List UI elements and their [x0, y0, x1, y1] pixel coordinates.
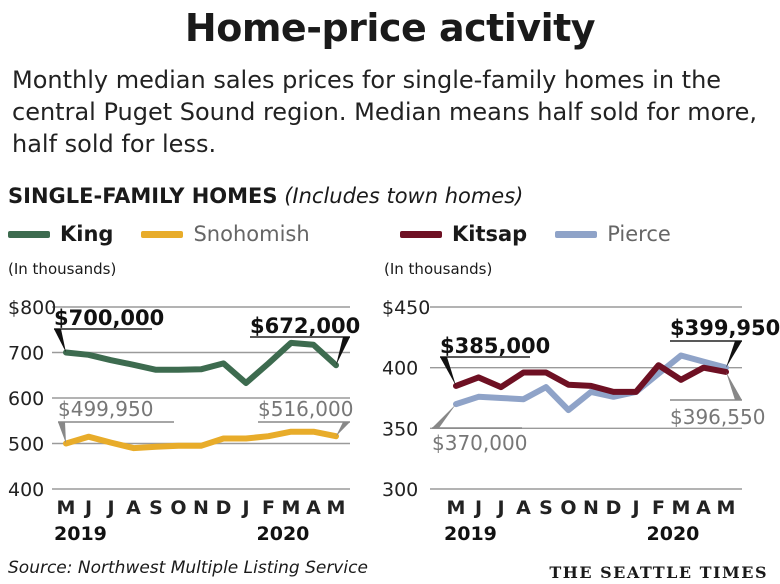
kitsap-chart-data-label: $399,950	[670, 316, 780, 340]
king-chart-data-label: $499,950	[58, 397, 153, 421]
legend-left: King Snohomish	[8, 220, 338, 248]
kitsap-chart-y-tick-label: 300	[382, 479, 418, 501]
king-chart-x-tick-label: F	[262, 497, 275, 519]
kitsap-chart-x-tick-label: N	[583, 497, 599, 519]
king-chart-year-label: 2019	[54, 523, 107, 545]
kitsap-chart-y-tick-label: 400	[382, 358, 418, 380]
king-chart-annotation-pointer	[58, 422, 66, 444]
kitsap-chart-x-tick-label: J	[630, 497, 639, 519]
unit-label-right: (In thousands)	[384, 260, 493, 278]
kitsap-chart-x-tick-label: A	[696, 497, 711, 519]
section-note: (Includes town homes)	[284, 184, 524, 208]
king-chart-x-tick-label: M	[327, 497, 346, 519]
king-chart-y-tick-label: 600	[8, 388, 44, 410]
kitsap-chart-x-tick-label: S	[539, 497, 553, 519]
page-title: Home-price activity	[184, 6, 596, 50]
king-chart-x-tick-label: J	[240, 497, 249, 519]
kitsap-chart-x-tick-label: O	[560, 497, 576, 519]
legend-item-kitsap: Kitsap	[400, 222, 527, 246]
section-label: SINGLE-FAMILY HOMES	[8, 184, 278, 208]
legend-label-kitsap: Kitsap	[452, 222, 528, 246]
kitsap-chart-x-tick-label: M	[447, 497, 466, 519]
legend-label-king: King	[60, 222, 114, 246]
brand-logo: THE SEATTLE TIMES	[549, 563, 768, 582]
king-chart-series-line-king	[63, 339, 339, 386]
kitsap-chart-annotation-pointer	[726, 341, 742, 368]
king-chart-x-tick-label: O	[170, 497, 186, 519]
king-chart-series-line-snohomish	[63, 428, 339, 452]
kitsap-chart-series-line-pierce	[453, 352, 729, 414]
king-chart-year-label: 2020	[257, 523, 310, 545]
king-chart-data-label: $516,000	[258, 397, 353, 421]
kitsap-chart-annotation-pointer	[726, 371, 742, 400]
king-chart-data-label: $672,000	[250, 314, 360, 338]
king-chart-x-tick-label: J	[105, 497, 114, 519]
legend-item-snohomish: Snohomish	[141, 222, 310, 246]
kitsap-chart-data-label: $385,000	[440, 334, 550, 358]
kitsap-chart-data-label: $370,000	[432, 431, 527, 455]
legend-swatch-kitsap	[400, 230, 442, 238]
king-chart-x-tick-label: D	[216, 497, 232, 519]
kitsap-chart-x-tick-label: A	[516, 497, 531, 519]
kitsap-chart-x-tick-label: M	[672, 497, 691, 519]
king-chart-data-label: $700,000	[54, 306, 164, 330]
unit-label-left: (In thousands)	[8, 260, 117, 278]
king-chart-y-tick-label: 700	[8, 343, 44, 365]
kitsap-chart-y-tick-label: $450	[382, 297, 430, 319]
king-chart-x-tick-label: A	[306, 497, 321, 519]
king-chart-x-tick-label: A	[126, 497, 141, 519]
king-chart-x-tick-label: M	[282, 497, 301, 519]
page-subtitle: Monthly median sales prices for single-f…	[12, 66, 758, 158]
king-chart-y-tick-label: 500	[8, 434, 44, 456]
king-chart-x-tick-label: M	[57, 497, 76, 519]
legend-label-snohomish: Snohomish	[193, 222, 310, 246]
kitsap-chart-annotation-pointer	[432, 404, 456, 428]
kitsap-chart-y-tick-label: 350	[382, 418, 418, 440]
kitsap-chart-x-tick-label: D	[606, 497, 622, 519]
king-chart-x-tick-label: N	[193, 497, 209, 519]
legend-item-pierce: Pierce	[555, 222, 671, 246]
king-chart-x-tick-label: S	[149, 497, 163, 519]
kitsap-chart-x-tick-label: F	[652, 497, 665, 519]
legend-swatch-snohomish	[141, 230, 184, 238]
legend-right: Kitsap Pierce	[400, 220, 699, 248]
king-chart-y-tick-label: 400	[8, 479, 44, 501]
kitsap-chart-year-label: 2019	[444, 523, 497, 545]
kitsap-chart-x-tick-label: M	[717, 497, 736, 519]
king-chart-x-tick-label: J	[83, 497, 92, 519]
kitsap-chart-x-tick-label: J	[473, 497, 482, 519]
legend-item-king: King	[8, 222, 113, 246]
kitsap-chart-x-tick-label: J	[495, 497, 504, 519]
kitsap-chart-annotation-pointer	[440, 357, 456, 386]
king-chart-annotation-pointer	[336, 337, 350, 366]
kitsap-chart-data-label: $396,550	[670, 405, 765, 429]
king-chart-annotation-pointer	[54, 329, 66, 353]
kitsap-chart-year-label: 2020	[647, 523, 700, 545]
source-note: Source: Northwest Multiple Listing Servi…	[8, 558, 368, 578]
legend-swatch-pierce	[555, 230, 598, 238]
legend-label-pierce: Pierce	[607, 222, 671, 246]
king-chart-y-tick-label: $800	[8, 297, 56, 319]
section-heading: SINGLE-FAMILY HOMES (Includes town homes…	[8, 184, 523, 208]
kitsap-chart-series-line-kitsap	[453, 362, 729, 395]
king-chart-annotation-pointer	[336, 422, 350, 437]
legend-swatch-king	[8, 230, 50, 238]
